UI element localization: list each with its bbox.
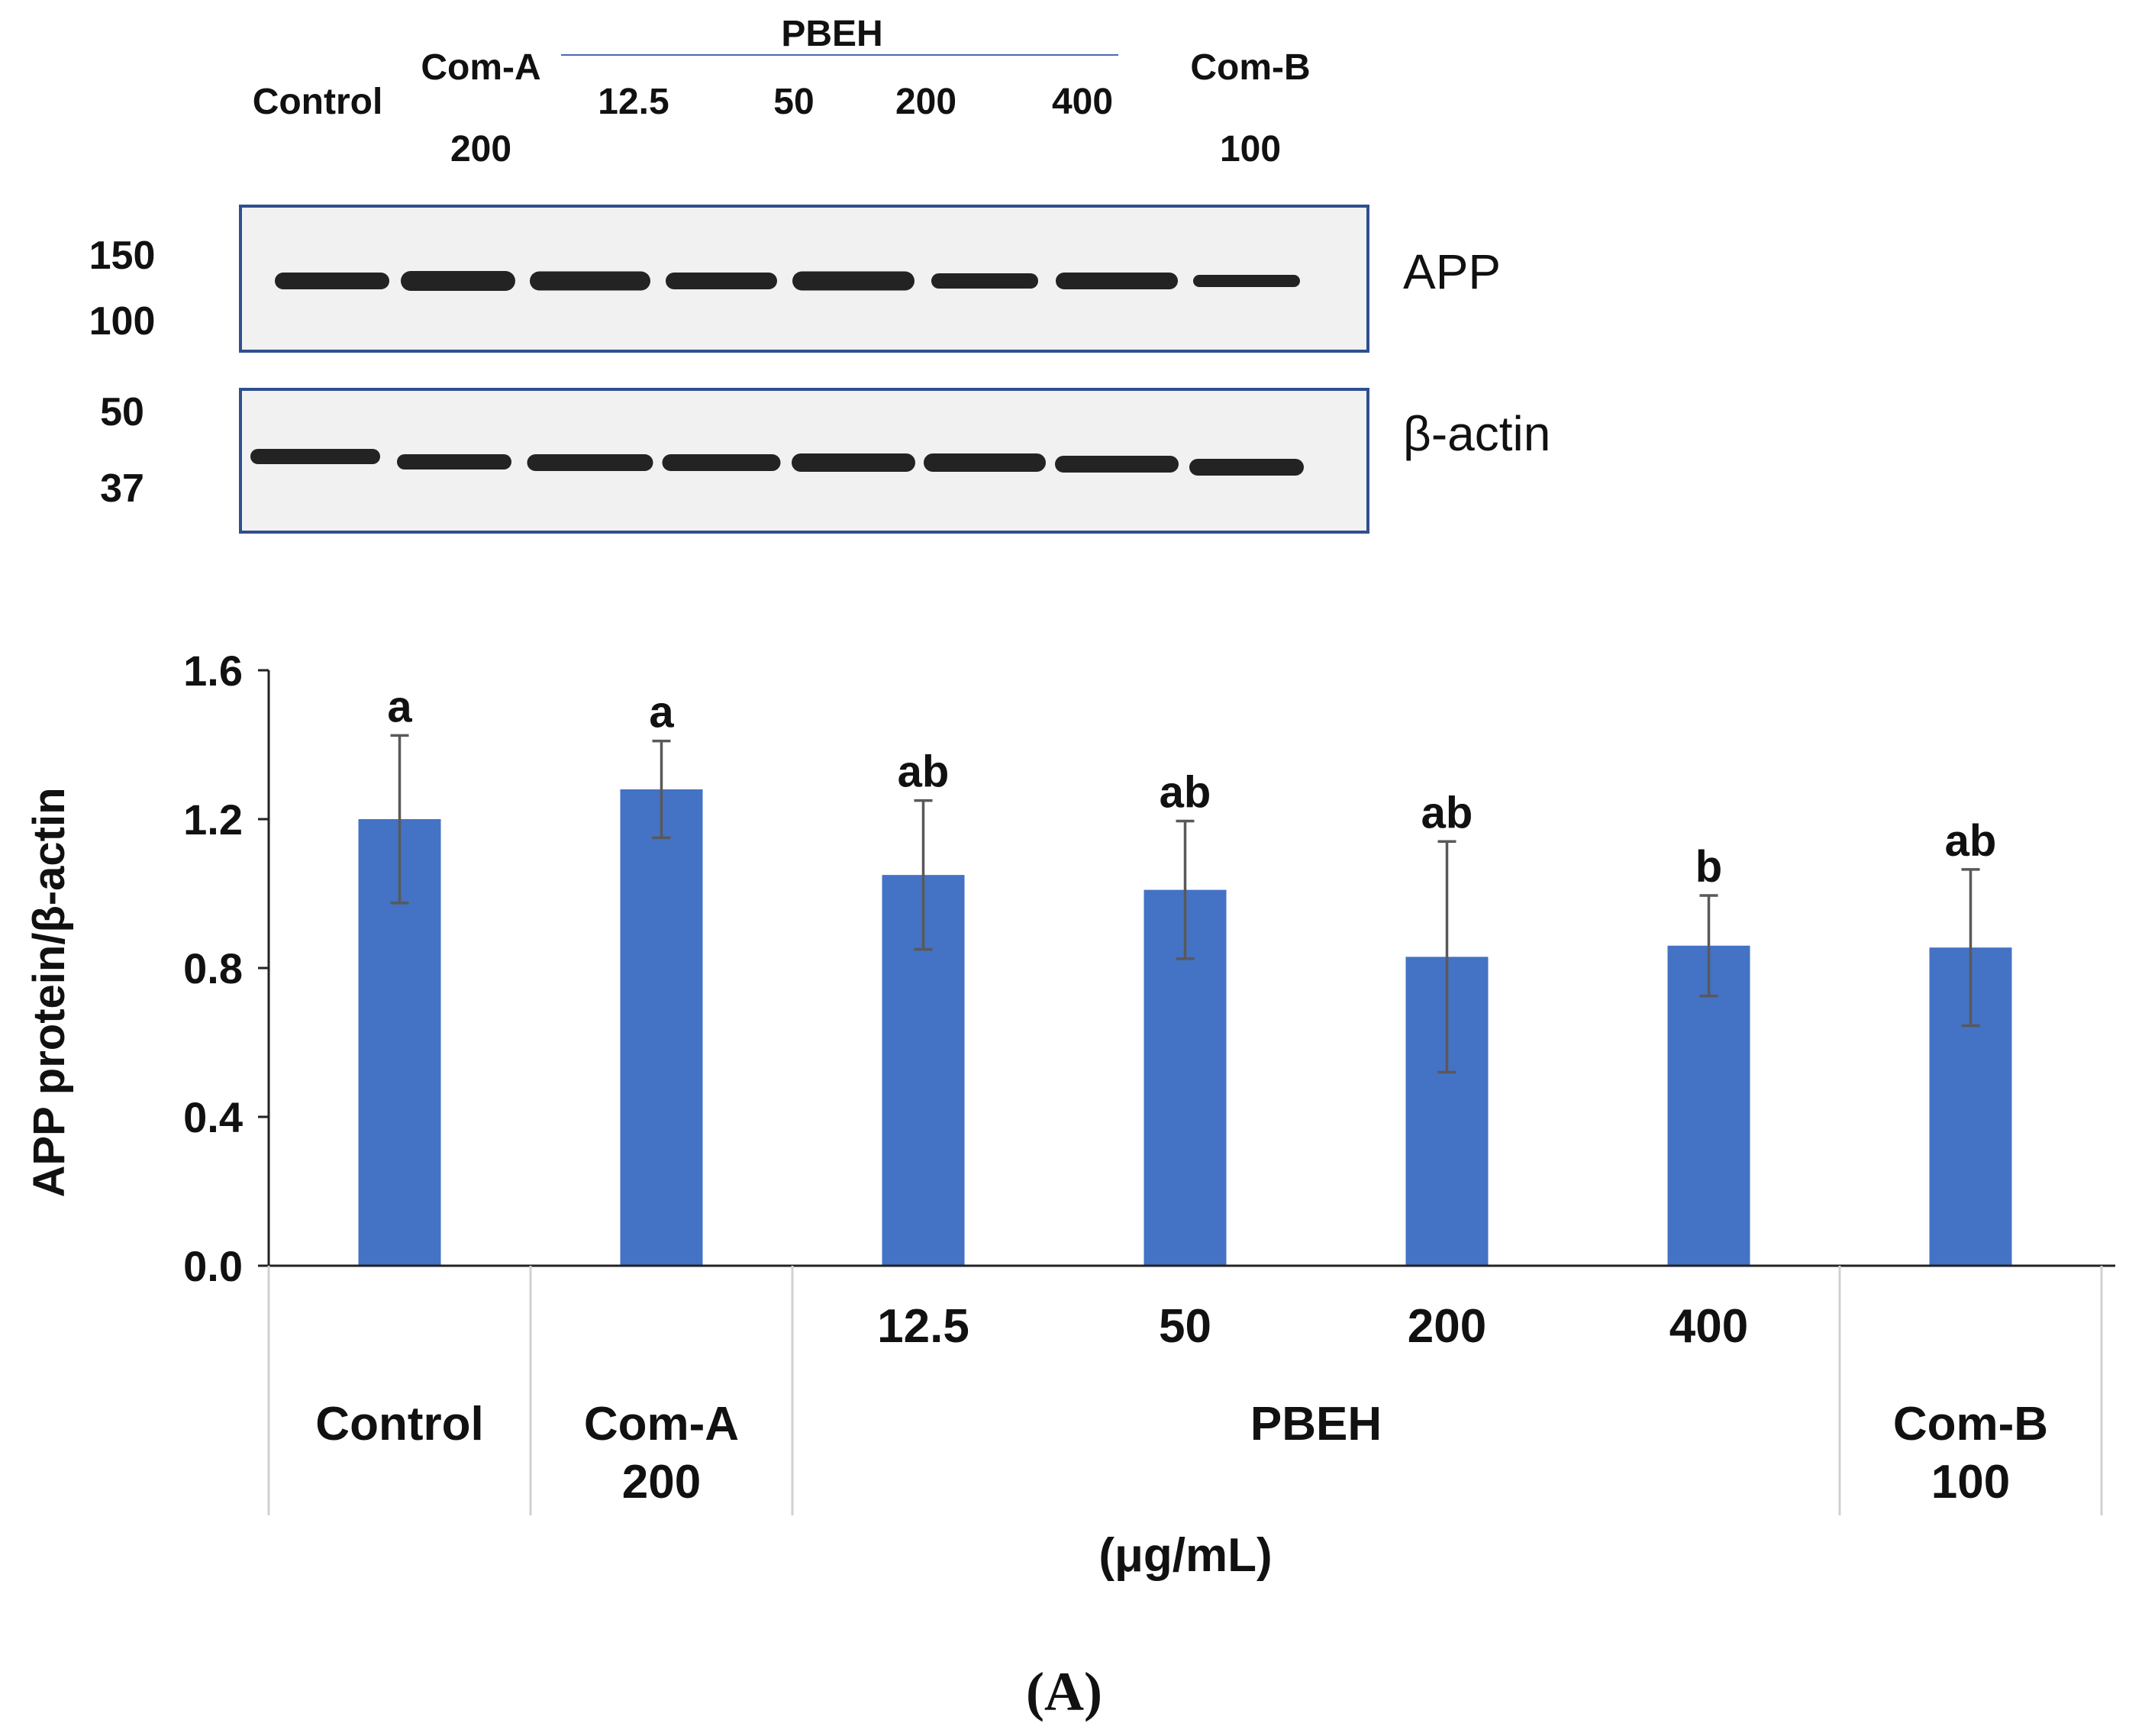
- lane-label-coma: Com-A: [421, 47, 540, 88]
- y-axis: 0.0 0.4 0.8 1.2 1.6: [183, 647, 270, 1290]
- significance-label-4: ab: [1160, 767, 1211, 817]
- bar-6: [1667, 945, 1750, 1266]
- band-group-actin: [250, 449, 1304, 476]
- marker-37: 37: [100, 466, 144, 511]
- band-group-app: [275, 271, 1300, 291]
- blot-panel-app: 150 100 APP: [89, 205, 1501, 353]
- x-group-dose-label: 100: [1931, 1456, 2010, 1509]
- protein-label-actin: β-actin: [1403, 406, 1550, 461]
- band-app-lane-4: [666, 273, 777, 289]
- significance-label-3: ab: [898, 747, 950, 797]
- lane-label-pbeh-50: 50: [773, 82, 814, 122]
- y-tick-label: 0.8: [183, 944, 243, 992]
- chart: APP protein/β-actin 0.0 0.4 0.8 1.2 1.6 a a ab…: [24, 647, 2115, 1582]
- y-tick-label: 0.4: [183, 1093, 243, 1141]
- lane-label-control: Control: [253, 82, 383, 122]
- y-tick-label: 0.0: [183, 1242, 243, 1290]
- marker-100: 100: [89, 299, 156, 344]
- pbeh-group-label: PBEH: [781, 14, 882, 54]
- lane-label-pbeh-200: 200: [895, 82, 956, 122]
- marker-150: 150: [89, 234, 156, 278]
- blot-lane-labels: Control Com-A 200 PBEH 12.5 50 200 400 C…: [253, 14, 1311, 169]
- band-actin-lane-3: [527, 454, 653, 471]
- lane-label-pbeh-400: 400: [1052, 82, 1113, 122]
- band-app-lane-6: [931, 273, 1038, 289]
- band-app-lane-8: [1193, 275, 1300, 287]
- y-tick-label: 1.2: [183, 795, 243, 844]
- lane-label-comb-dose: 100: [1220, 129, 1281, 169]
- marker-50: 50: [100, 390, 144, 434]
- significance-label-2: a: [649, 688, 674, 737]
- band-app-lane-3: [530, 271, 650, 291]
- lane-label-coma-dose: 200: [450, 129, 511, 169]
- significance-label-1: a: [387, 682, 412, 731]
- significance-label-7: ab: [1945, 816, 1997, 866]
- lane-label-comb: Com-B: [1190, 47, 1310, 88]
- x-dose-label: 50: [1159, 1300, 1211, 1353]
- protein-label-app: APP: [1403, 244, 1501, 299]
- band-app-lane-5: [792, 271, 915, 291]
- band-actin-lane-2: [397, 454, 511, 469]
- band-actin-lane-8: [1189, 459, 1304, 476]
- y-tick-label: 1.6: [183, 647, 243, 695]
- band-actin-lane-5: [792, 453, 915, 472]
- x-group-label: Control: [315, 1398, 483, 1450]
- band-app-lane-2: [401, 271, 515, 291]
- band-actin-lane-7: [1055, 456, 1179, 473]
- x-axis-table: 12.5 50 200 400 Control Com-A 200 PBEH Com-B 100: [258, 1264, 2115, 1515]
- band-actin-lane-6: [924, 453, 1046, 472]
- x-dose-label: 400: [1669, 1300, 1748, 1353]
- x-dose-label: 12.5: [877, 1300, 969, 1353]
- bar-2: [620, 789, 703, 1266]
- x-dose-label: 200: [1408, 1300, 1486, 1353]
- x-group-label: Com-B: [1893, 1398, 2048, 1450]
- significance-label-5: ab: [1421, 788, 1473, 837]
- x-axis-unit-label: (μg/mL): [1098, 1529, 1272, 1582]
- blot-panel-actin: 50 37 β-actin: [100, 388, 1550, 534]
- band-actin-lane-4: [662, 454, 781, 471]
- significance-label-6: b: [1695, 842, 1722, 892]
- band-actin-lane-1: [250, 449, 380, 464]
- lane-label-pbeh-12-5: 12.5: [598, 82, 669, 122]
- x-group-dose-label: 200: [622, 1456, 701, 1509]
- y-axis-label: APP protein/β-actin: [24, 787, 74, 1197]
- x-group-label: PBEH: [1250, 1398, 1382, 1450]
- bars: a a ab ab ab b ab: [358, 682, 2012, 1266]
- band-app-lane-1: [275, 273, 389, 289]
- x-group-label: Com-A: [584, 1398, 739, 1450]
- band-app-lane-7: [1056, 273, 1178, 289]
- panel-label: (A): [1026, 1661, 1102, 1722]
